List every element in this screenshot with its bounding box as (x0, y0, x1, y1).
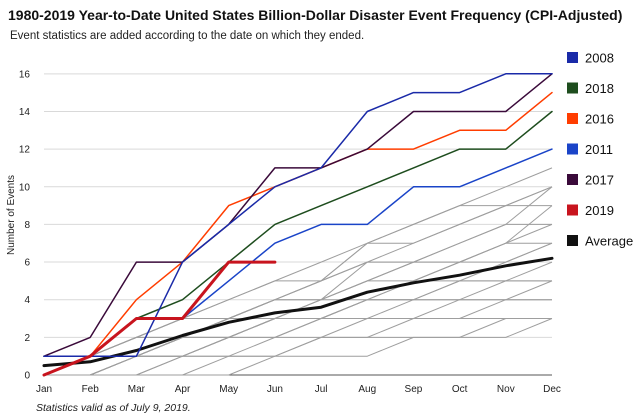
background-series-line (44, 318, 552, 376)
series-line-2011 (43, 148, 553, 357)
x-tick-label: Jan (36, 384, 52, 395)
legend-swatch (567, 235, 578, 246)
legend: 2008 2018 2016 2011 2017 2019 Average (567, 51, 633, 249)
legend-label: 2018 (585, 81, 614, 96)
series-line-average (42, 256, 554, 368)
highlight-series (42, 73, 554, 377)
x-tick-label: Nov (497, 384, 515, 395)
legend-swatch (567, 52, 578, 63)
x-tick-label: May (219, 384, 238, 395)
legend-label: Average (585, 234, 633, 249)
x-tick-label: Jun (267, 384, 283, 395)
legend-label: 2008 (585, 51, 614, 66)
x-tick-label: Sep (405, 384, 423, 395)
legend-swatch (567, 174, 578, 185)
x-tick-label: Apr (175, 384, 191, 395)
y-tick-label: 12 (19, 145, 31, 156)
legend-label: 2019 (585, 203, 614, 218)
y-tick-label: 16 (19, 69, 31, 80)
x-tick-label: Feb (82, 384, 100, 395)
x-tick-label: Mar (128, 384, 146, 395)
x-tick-label: Dec (543, 384, 561, 395)
legend-label: 2017 (585, 173, 614, 188)
y-tick-label: 14 (19, 107, 31, 118)
y-tick-label: 2 (24, 333, 30, 344)
chart-subtitle: Event statistics are added according to … (10, 30, 365, 42)
x-axis-ticks: Jan Feb Mar Apr May Jun Jul Aug Sep Oct Nov Dec (36, 384, 561, 395)
y-tick-label: 8 (24, 220, 30, 231)
legend-swatch (567, 113, 578, 124)
y-tick-label: 10 (19, 182, 31, 193)
y-axis-label: Number of Events (6, 175, 17, 255)
legend-swatch (567, 143, 578, 155)
y-tick-label: 0 (24, 371, 30, 382)
legend-label: 2011 (585, 142, 613, 157)
legend-label: 2016 (585, 112, 614, 127)
legend-swatch (567, 204, 578, 216)
series-line-2017 (43, 73, 553, 357)
footnote: Statistics valid as of July 9, 2019. (36, 402, 191, 414)
x-tick-label: Aug (358, 384, 376, 395)
y-tick-label: 6 (24, 258, 30, 269)
background-series-line (43, 167, 553, 376)
chart-title: 1980-2019 Year-to-Date United States Bil… (8, 7, 623, 23)
legend-swatch (567, 82, 578, 94)
x-tick-label: Oct (452, 384, 468, 395)
series-line-2008 (43, 73, 553, 357)
series-line-2019 (42, 260, 277, 377)
y-tick-label: 4 (24, 295, 30, 306)
y-axis-ticks: 0 2 4 6 8 10 12 14 16 (19, 69, 31, 381)
x-tick-label: Jul (315, 384, 328, 395)
